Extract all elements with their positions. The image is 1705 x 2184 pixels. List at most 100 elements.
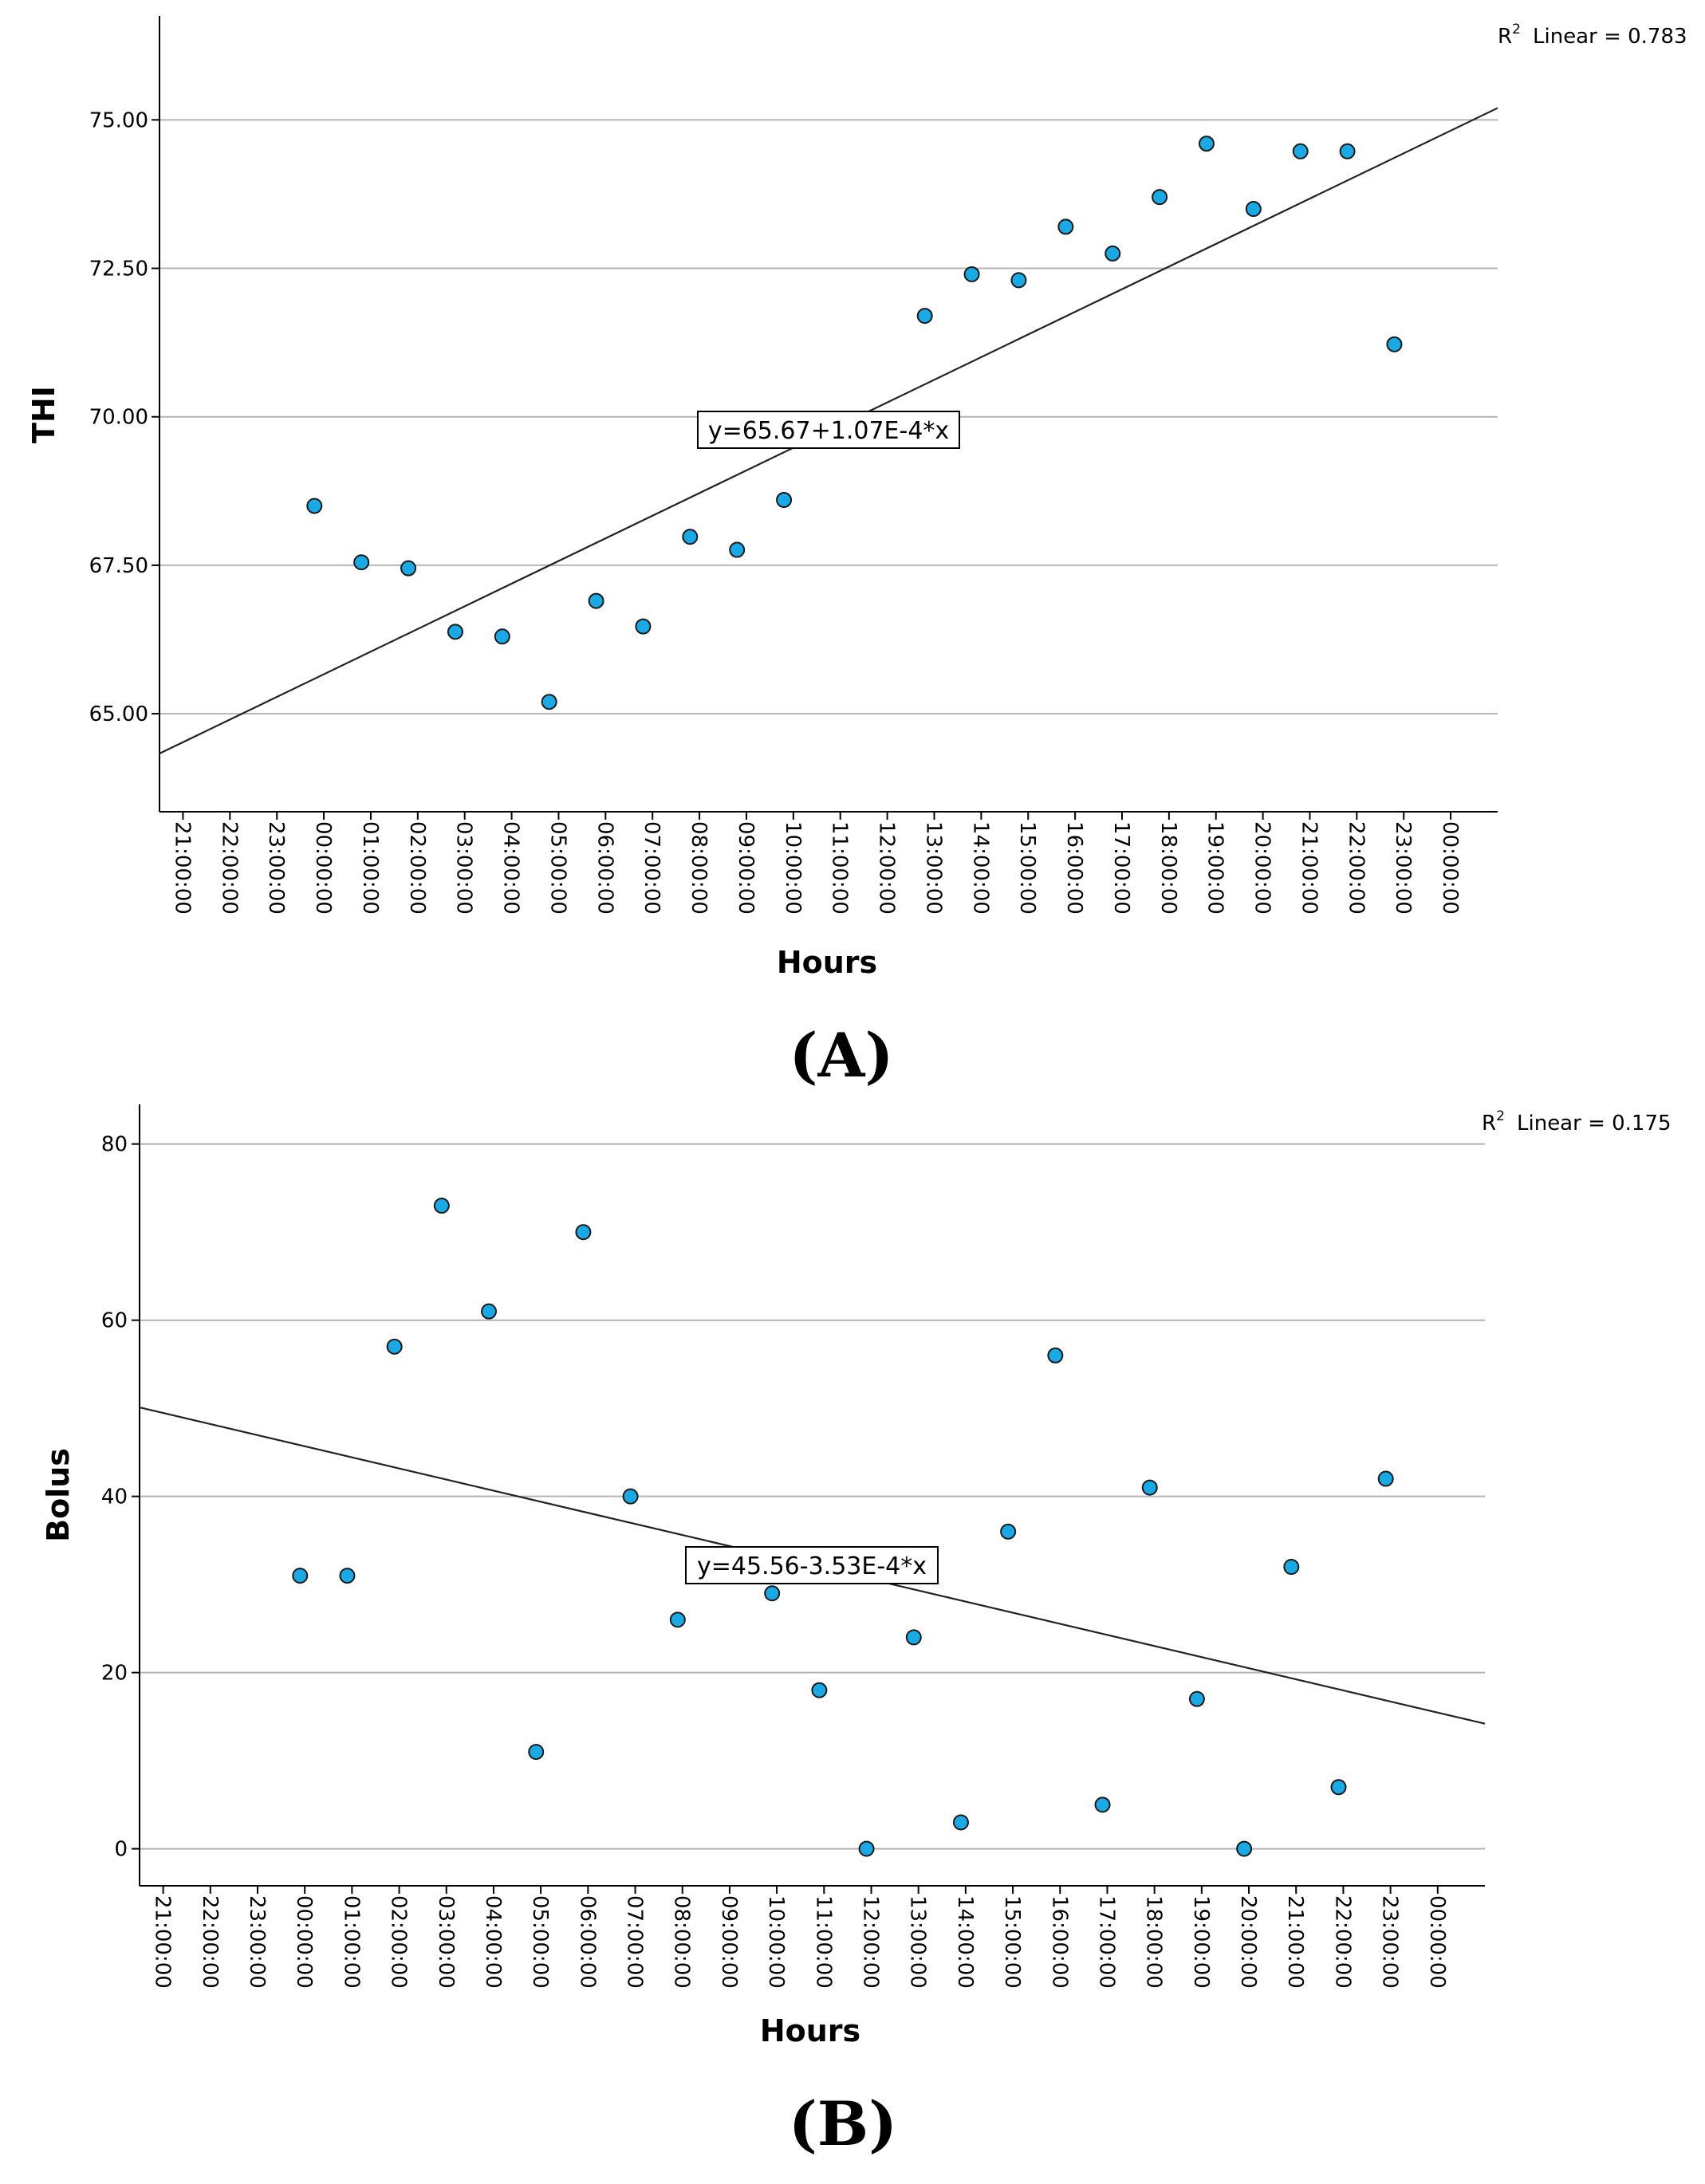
axes-b <box>132 1104 1485 1894</box>
x-tick-label-a-16: 13:00:00 <box>921 821 945 915</box>
data-point-a-10 <box>776 491 793 508</box>
y-tick-label-b-1: 20 <box>101 1662 128 1686</box>
r2-annotation-b: R2 Linear = 0.175 <box>1482 1108 1672 1135</box>
x-tick-label-a-4: 01:00:00 <box>358 821 382 915</box>
y-tick-labels-a: 65.00 67.50 70.00 72.50 75.00 <box>89 108 148 726</box>
data-point-a-8 <box>682 529 699 545</box>
axes-a <box>152 16 1498 820</box>
x-tick-label-a-0: 21:00:00 <box>170 821 194 915</box>
x-tick-label-b-24: 21:00:00 <box>1283 1895 1307 1989</box>
equation-label-a: y=65.67+1.07E-4*x <box>708 417 949 445</box>
chart-panel-b: 0 20 40 60 80 21:00:00 22:00:00 23:00:00 00:00:… <box>41 1104 1672 2159</box>
y-tick-label-b-2: 40 <box>101 1486 128 1509</box>
x-tick-label-b-3: 00:00:00 <box>292 1895 316 1989</box>
data-points-b <box>292 1198 1394 1857</box>
data-point-b-0 <box>292 1568 309 1584</box>
x-tick-label-a-11: 08:00:00 <box>687 821 711 915</box>
data-point-a-12 <box>963 266 980 282</box>
svg-text:R2: R2 <box>1482 1108 1505 1135</box>
x-tick-label-b-5: 02:00:00 <box>387 1895 411 1989</box>
x-tick-label-b-25: 22:00:00 <box>1330 1895 1354 1989</box>
x-tick-labels-a: 21:00:00 22:00:00 23:00:00 00:00:00 01:00:00… <box>170 821 1462 915</box>
data-point-b-6 <box>575 1224 592 1241</box>
data-point-a-18 <box>1245 201 1262 218</box>
grid-lines-b <box>140 1143 1485 1850</box>
data-point-a-3 <box>447 624 463 640</box>
x-tick-label-b-20: 17:00:00 <box>1094 1895 1118 1989</box>
x-tick-label-b-21: 18:00:00 <box>1142 1895 1166 1989</box>
data-point-b-9 <box>764 1585 781 1602</box>
r2-label-b: Linear = 0.175 <box>1517 1112 1672 1135</box>
x-tick-label-a-8: 05:00:00 <box>545 821 569 915</box>
x-tick-label-b-1: 22:00:00 <box>198 1895 222 1989</box>
data-point-a-19 <box>1292 143 1309 159</box>
x-tick-label-a-9: 06:00:00 <box>593 821 616 915</box>
x-axis-title-b: Hours <box>760 2013 860 2048</box>
x-tick-label-a-20: 17:00:00 <box>1109 821 1133 915</box>
x-tick-label-a-17: 14:00:00 <box>968 821 992 915</box>
data-point-b-1 <box>339 1568 356 1584</box>
x-tick-label-b-9: 06:00:00 <box>575 1895 599 1989</box>
x-tick-label-b-18: 15:00:00 <box>1000 1895 1024 1989</box>
data-point-b-14 <box>1000 1523 1017 1540</box>
x-tick-label-b-16: 13:00:00 <box>906 1895 930 1989</box>
y-tick-label-b-0: 0 <box>114 1838 128 1862</box>
data-point-b-22 <box>1377 1470 1394 1487</box>
x-tick-labels-b: 21:00:00 22:00:00 23:00:00 00:00:00 01:00:00… <box>151 1895 1449 1989</box>
data-point-a-17 <box>1198 136 1215 152</box>
y-tick-label-b-4: 80 <box>101 1133 128 1157</box>
data-point-a-16 <box>1152 189 1168 206</box>
data-point-b-21 <box>1330 1779 1347 1796</box>
r2-label-a: Linear = 0.783 <box>1533 25 1687 49</box>
equation-box-a: y=65.67+1.07E-4*x <box>697 411 960 449</box>
x-tick-label-b-8: 05:00:00 <box>528 1895 552 1989</box>
y-tick-label-a-0: 65.00 <box>89 702 148 726</box>
y-tick-label-a-1: 67.50 <box>89 554 148 578</box>
data-point-a-2 <box>400 560 417 576</box>
chart-panel-a: 65.00 67.50 70.00 72.50 75.00 21:00:00 22:00:… <box>26 16 1687 1091</box>
x-tick-label-b-0: 21:00:00 <box>151 1895 175 1989</box>
x-tick-label-a-1: 22:00:00 <box>217 821 241 915</box>
x-tick-label-b-2: 23:00:00 <box>245 1895 269 1989</box>
data-point-a-11 <box>916 308 933 325</box>
x-tick-label-a-26: 23:00:00 <box>1391 821 1415 915</box>
x-tick-label-a-27: 00:00:00 <box>1438 821 1462 915</box>
x-tick-label-a-14: 11:00:00 <box>828 821 852 915</box>
data-point-b-5 <box>528 1744 545 1761</box>
y-tick-label-a-2: 70.00 <box>89 406 148 430</box>
data-point-b-17 <box>1141 1479 1158 1496</box>
y-axis-title-b: Bolus <box>41 1448 76 1542</box>
data-point-a-4 <box>494 628 510 645</box>
equation-label-b: y=45.56-3.53E-4*x <box>697 1552 927 1580</box>
x-tick-label-a-12: 09:00:00 <box>734 821 758 915</box>
x-tick-label-a-7: 04:00:00 <box>499 821 523 915</box>
y-tick-label-a-4: 75.00 <box>89 108 148 132</box>
data-point-b-12 <box>905 1629 922 1646</box>
x-tick-label-b-26: 23:00:00 <box>1378 1895 1402 1989</box>
data-point-a-21 <box>1386 336 1403 352</box>
x-tick-label-b-27: 00:00:00 <box>1425 1895 1449 1989</box>
x-tick-label-b-10: 07:00:00 <box>623 1895 647 1989</box>
x-tick-label-a-25: 22:00:00 <box>1344 821 1368 915</box>
data-point-b-11 <box>858 1840 875 1857</box>
data-point-b-19 <box>1236 1840 1253 1857</box>
data-point-b-4 <box>481 1303 498 1320</box>
data-points-a <box>306 136 1403 710</box>
x-tick-label-b-14: 11:00:00 <box>811 1895 835 1989</box>
x-tick-label-b-13: 10:00:00 <box>764 1895 788 1989</box>
data-point-a-13 <box>1010 272 1027 289</box>
x-tick-label-b-19: 16:00:00 <box>1047 1895 1071 1989</box>
r2-annotation-a: R2 Linear = 0.783 <box>1498 22 1687 49</box>
x-tick-label-a-2: 23:00:00 <box>264 821 288 915</box>
data-point-b-3 <box>433 1198 450 1214</box>
panel-label-a: (A) <box>789 1020 894 1091</box>
y-tick-label-a-3: 72.50 <box>89 258 148 281</box>
x-tick-label-a-24: 21:00:00 <box>1297 821 1321 915</box>
x-tick-label-b-23: 20:00:00 <box>1236 1895 1260 1989</box>
y-axis-title-a: THI <box>26 386 61 443</box>
data-point-b-16 <box>1094 1796 1111 1813</box>
data-point-b-18 <box>1188 1690 1205 1707</box>
x-tick-label-b-12: 09:00:00 <box>717 1895 741 1989</box>
x-tick-label-a-10: 07:00:00 <box>640 821 663 915</box>
y-tick-label-b-3: 60 <box>101 1309 128 1333</box>
